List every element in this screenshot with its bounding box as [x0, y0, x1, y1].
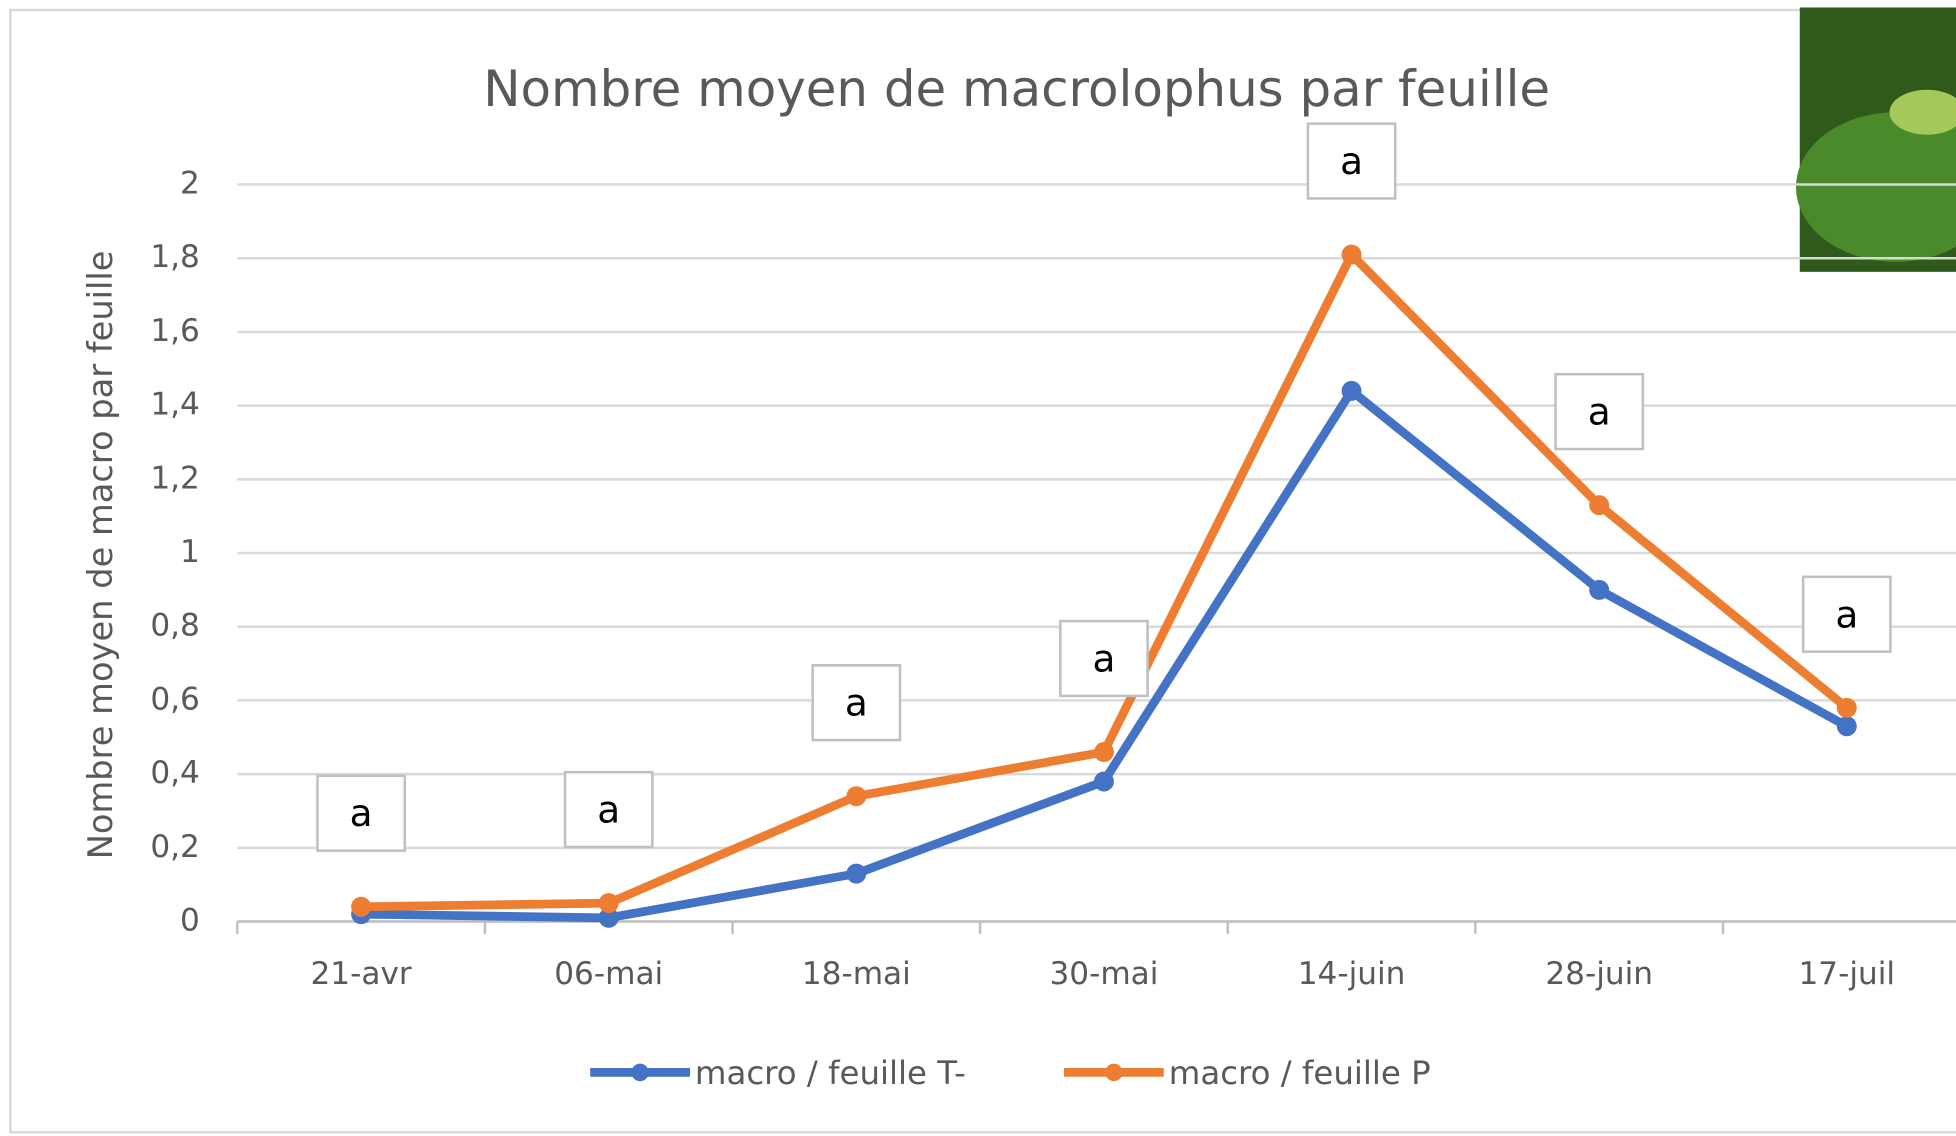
x-tick-label: 18-mai [802, 956, 911, 992]
y-axis-title: Nombre moyen de macro par feuille [81, 251, 120, 860]
x-tick-label: 17-juil [1798, 956, 1895, 992]
annotation-box: a [1556, 374, 1643, 449]
legend-label: macro / feuille P [1169, 1054, 1431, 1092]
x-tick-label: 06-mai [554, 956, 663, 992]
annotation-label: a [1588, 390, 1611, 434]
data-point [846, 786, 866, 806]
y-tick-label: 0,6 [150, 681, 200, 717]
x-tick-label: 28-juin [1545, 956, 1653, 992]
data-point [1094, 742, 1114, 762]
legend-marker [1105, 1064, 1122, 1081]
data-point [351, 897, 371, 917]
y-tick-label: 1,8 [150, 239, 200, 275]
data-point [1837, 698, 1857, 718]
data-point [1589, 495, 1609, 515]
data-point [1342, 245, 1362, 265]
y-tick-label: 0,2 [150, 829, 200, 865]
x-tick-label: 21-avr [310, 956, 411, 992]
x-tick-label: 14-juin [1298, 956, 1406, 992]
annotation-box: a [813, 665, 900, 740]
y-tick-label: 1,4 [150, 387, 200, 423]
data-point [1094, 772, 1114, 792]
data-point [1342, 381, 1362, 401]
annotation-box: a [1060, 621, 1147, 696]
legend-marker [631, 1064, 648, 1081]
annotation-box: a [1308, 124, 1395, 199]
annotation-label: a [1092, 636, 1115, 680]
legend-label: macro / feuille T- [695, 1054, 966, 1092]
y-tick-label: 0,8 [150, 608, 200, 644]
annotation-box: a [1803, 577, 1890, 652]
annotation-label: a [1340, 139, 1363, 183]
y-tick-label: 1,6 [150, 313, 200, 349]
y-tick-label: 1,2 [150, 460, 200, 496]
annotation-label: a [1835, 592, 1858, 636]
annotation-box: a [565, 772, 652, 847]
data-point [1837, 716, 1857, 736]
annotation-box: a [317, 776, 404, 851]
chart-title: Nombre moyen de macrolophus par feuille [483, 60, 1550, 118]
annotation-label: a [350, 791, 373, 835]
insect-photo [1796, 7, 1956, 271]
chart: Nombre moyen de macrolophus par feuille … [0, 0, 1956, 1136]
x-tick-label: 30-mai [1049, 956, 1158, 992]
y-tick-label: 1 [180, 534, 200, 570]
annotation-label: a [597, 788, 620, 832]
y-tick-label: 0 [180, 903, 200, 939]
y-tick-label: 0,4 [150, 755, 200, 791]
data-point [599, 893, 619, 913]
data-point [846, 864, 866, 884]
chart-frame [10, 10, 1956, 1132]
data-point [1589, 580, 1609, 600]
y-tick-label: 2 [180, 166, 200, 202]
annotation-label: a [845, 681, 868, 725]
